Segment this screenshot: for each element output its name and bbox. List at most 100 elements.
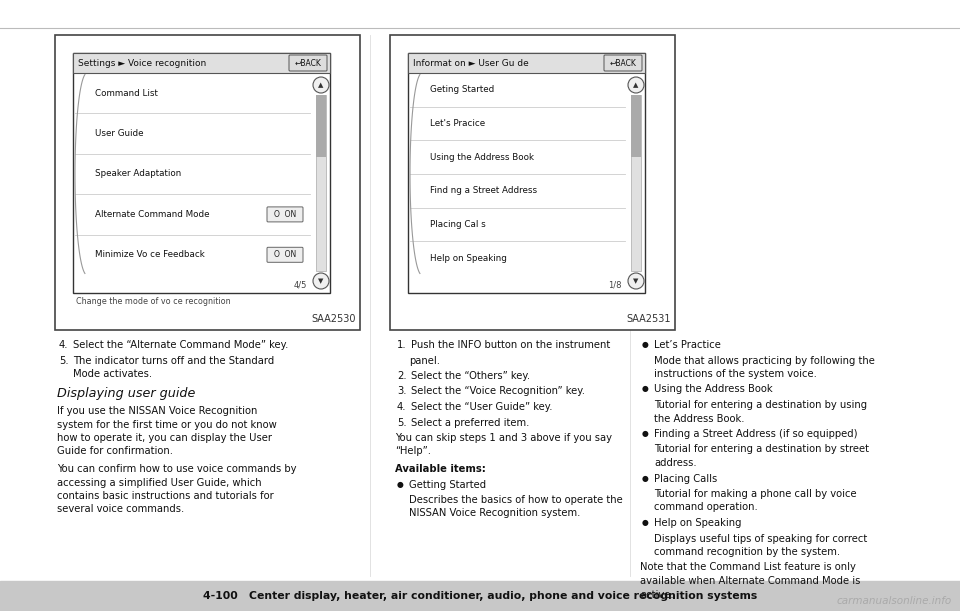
Text: panel.: panel. [409, 356, 440, 365]
Bar [316, 95, 326, 156]
Text: ●: ● [397, 480, 404, 489]
Text: Select the “Voice Recognition” key.: Select the “Voice Recognition” key. [411, 387, 585, 397]
Bar [73, 53, 330, 73]
Text: Let’s Practice: Let’s Practice [654, 340, 721, 350]
Text: ●: ● [642, 474, 649, 483]
Bar [0, 581, 960, 611]
Text: Find ng a Street Address: Find ng a Street Address [430, 186, 538, 196]
Text: Help on Speaking: Help on Speaking [654, 518, 741, 528]
Text: accessing a simplified User Guide, which: accessing a simplified User Guide, which [57, 478, 262, 488]
Text: command recognition by the system.: command recognition by the system. [654, 547, 840, 557]
Bar [390, 35, 675, 330]
Text: ↩BACK: ↩BACK [295, 59, 322, 67]
Text: ▲: ▲ [634, 82, 638, 88]
Text: 3.: 3. [397, 387, 406, 397]
Text: You can skip steps 1 and 3 above if you say: You can skip steps 1 and 3 above if you … [395, 433, 612, 443]
Text: ●: ● [642, 429, 649, 438]
Text: carmanualsonline.info: carmanualsonline.info [837, 596, 952, 606]
Text: contains basic instructions and tutorials for: contains basic instructions and tutorial… [57, 491, 274, 501]
Text: Placing Calls: Placing Calls [654, 474, 717, 483]
Circle shape [628, 77, 644, 93]
Text: Informat on ► User Gu de: Informat on ► User Gu de [413, 59, 529, 67]
Text: If you use the NISSAN Voice Recognition: If you use the NISSAN Voice Recognition [57, 406, 257, 416]
Text: “Help”.: “Help”. [395, 447, 431, 456]
Text: Speaker Adaptation: Speaker Adaptation [95, 169, 181, 178]
Bar [55, 35, 360, 330]
Text: Tutorial for entering a destination by using: Tutorial for entering a destination by u… [654, 400, 867, 410]
Text: The indicator turns off and the Standard: The indicator turns off and the Standard [73, 356, 275, 365]
Text: Minimize Vo ce Feedback: Minimize Vo ce Feedback [95, 251, 204, 259]
FancyBboxPatch shape [289, 55, 327, 71]
FancyBboxPatch shape [604, 55, 642, 71]
Text: several voice commands.: several voice commands. [57, 505, 184, 514]
Text: Finding a Street Address (if so equipped): Finding a Street Address (if so equipped… [654, 429, 857, 439]
Circle shape [313, 273, 329, 289]
Text: Select the “Alternate Command Mode” key.: Select the “Alternate Command Mode” key. [73, 340, 288, 350]
Text: Mode that allows practicing by following the: Mode that allows practicing by following… [654, 356, 875, 365]
Text: You can confirm how to use voice commands by: You can confirm how to use voice command… [57, 464, 297, 474]
Text: ▲: ▲ [319, 82, 324, 88]
Text: 5.: 5. [59, 356, 68, 365]
Text: 1/8: 1/8 [609, 280, 622, 290]
Text: how to operate it, you can display the User: how to operate it, you can display the U… [57, 433, 272, 443]
Text: available when Alternate Command Mode is: available when Alternate Command Mode is [640, 576, 860, 586]
Text: O  ON: O ON [274, 251, 296, 259]
Text: Push the INFO button on the instrument: Push the INFO button on the instrument [411, 340, 611, 350]
Bar [73, 53, 330, 73]
Text: Note that the Command List feature is only: Note that the Command List feature is on… [640, 563, 856, 573]
Text: ▼: ▼ [634, 278, 638, 284]
Bar [631, 95, 641, 156]
Text: SAA2531: SAA2531 [627, 314, 671, 324]
Bar [316, 95, 326, 271]
Text: Alternate Command Mode: Alternate Command Mode [95, 210, 209, 219]
Text: Select a preferred item.: Select a preferred item. [411, 417, 529, 428]
Text: SAA2530: SAA2530 [311, 314, 356, 324]
Text: the Address Book.: the Address Book. [654, 414, 745, 423]
Text: active.: active. [640, 590, 674, 599]
Text: 4/5: 4/5 [294, 280, 307, 290]
Text: ●: ● [642, 340, 649, 349]
Text: 2.: 2. [397, 371, 407, 381]
Bar [408, 53, 645, 73]
Text: Placing Cal s: Placing Cal s [430, 220, 486, 229]
Text: Mode activates.: Mode activates. [73, 369, 152, 379]
Text: Help on Speaking: Help on Speaking [430, 254, 507, 263]
Bar [408, 53, 645, 293]
Text: NISSAN Voice Recognition system.: NISSAN Voice Recognition system. [409, 508, 581, 519]
Text: address.: address. [654, 458, 697, 468]
Text: Geting Started: Geting Started [430, 86, 494, 94]
Text: Describes the basics of how to operate the: Describes the basics of how to operate t… [409, 495, 623, 505]
FancyBboxPatch shape [267, 207, 303, 222]
Text: 4-100   Center display, heater, air conditioner, audio, phone and voice recognit: 4-100 Center display, heater, air condit… [203, 591, 757, 601]
Text: system for the first time or you do not know: system for the first time or you do not … [57, 420, 276, 430]
Text: Using the Address Book: Using the Address Book [654, 384, 773, 395]
Text: Select the “Others” key.: Select the “Others” key. [411, 371, 530, 381]
Text: Command List: Command List [95, 89, 157, 98]
Text: Let's Pracice: Let's Pracice [430, 119, 485, 128]
Text: Settings ► Voice recognition: Settings ► Voice recognition [78, 59, 206, 67]
Text: Select the “User Guide” key.: Select the “User Guide” key. [411, 402, 553, 412]
Text: ▼: ▼ [319, 278, 324, 284]
Text: 4.: 4. [397, 402, 406, 412]
Text: Displaying user guide: Displaying user guide [57, 387, 196, 400]
Text: Tutorial for making a phone call by voice: Tutorial for making a phone call by voic… [654, 489, 856, 499]
Circle shape [313, 77, 329, 93]
Text: Displays useful tips of speaking for correct: Displays useful tips of speaking for cor… [654, 533, 867, 544]
Text: 1.: 1. [397, 340, 407, 350]
Text: ●: ● [642, 384, 649, 393]
Text: Tutorial for entering a destination by street: Tutorial for entering a destination by s… [654, 444, 869, 455]
Text: Available items:: Available items: [395, 464, 486, 474]
FancyBboxPatch shape [267, 247, 303, 262]
Text: ↩BACK: ↩BACK [610, 59, 636, 67]
Text: O  ON: O ON [274, 210, 296, 219]
Text: Change the mode of vo ce recognition: Change the mode of vo ce recognition [76, 296, 230, 306]
Text: 4.: 4. [59, 340, 68, 350]
Text: instructions of the system voice.: instructions of the system voice. [654, 369, 817, 379]
Bar [408, 53, 645, 73]
Text: ●: ● [642, 518, 649, 527]
Text: User Guide: User Guide [95, 129, 143, 138]
Text: Using the Address Book: Using the Address Book [430, 153, 534, 162]
Text: command operation.: command operation. [654, 502, 757, 513]
Text: Getting Started: Getting Started [409, 480, 486, 489]
Text: Guide for confirmation.: Guide for confirmation. [57, 447, 173, 456]
